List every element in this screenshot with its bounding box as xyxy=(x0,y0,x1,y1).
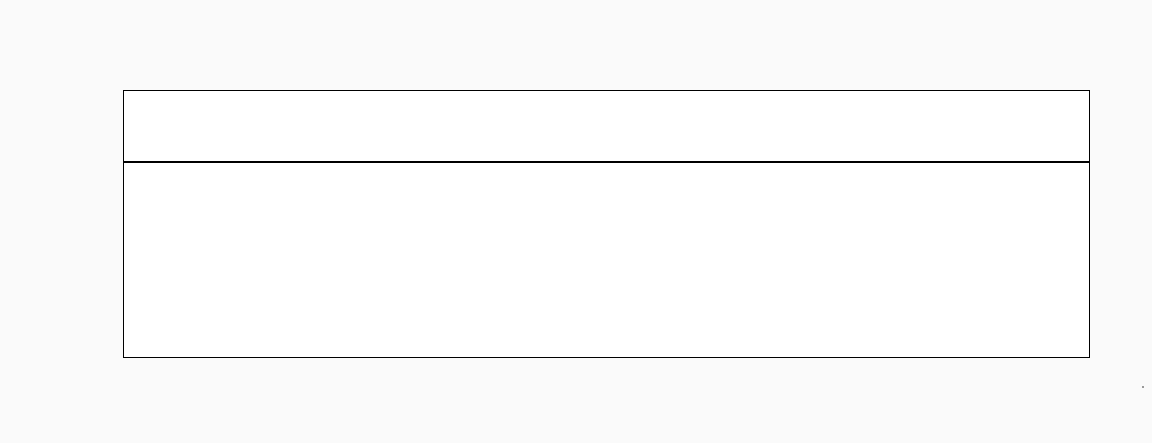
weather-icon-panel xyxy=(123,90,1090,162)
cloud-density-legend xyxy=(970,386,1144,405)
series-legend xyxy=(132,386,692,410)
day-header-row xyxy=(123,48,1090,88)
rain-color-swatch xyxy=(132,392,170,405)
temperature-curve-layer xyxy=(124,163,1089,357)
showers-color-swatch xyxy=(230,392,268,405)
cloud-density-gradient-bar xyxy=(1142,386,1144,388)
forecast-plot-area xyxy=(123,162,1090,358)
weather-icon-row xyxy=(124,91,1089,131)
wind-barb-row xyxy=(124,131,1089,162)
cloud-density-scale-numbers xyxy=(970,389,1144,405)
x-axis-tick-labels xyxy=(123,360,1090,380)
